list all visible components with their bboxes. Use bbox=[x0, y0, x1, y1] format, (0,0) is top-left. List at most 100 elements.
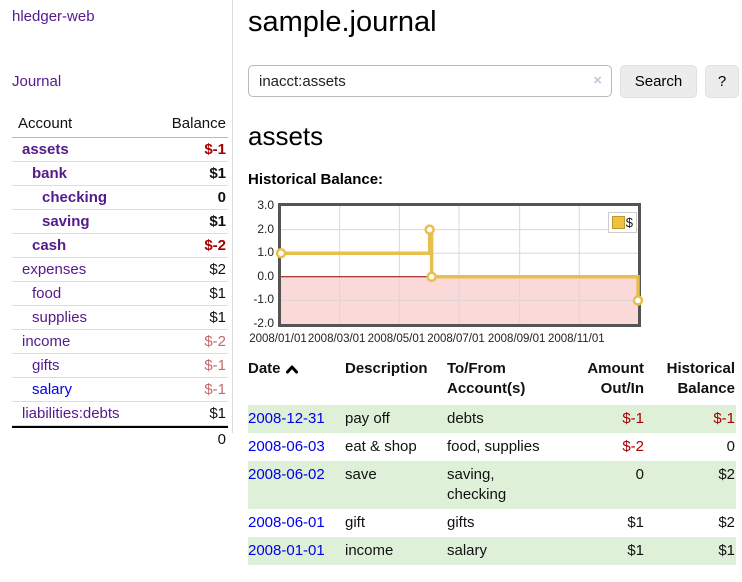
chart-plot-area: $ bbox=[275, 203, 644, 327]
account-row: cash $-2 bbox=[12, 234, 228, 258]
account-link[interactable]: supplies bbox=[32, 309, 88, 326]
transaction-date-link[interactable]: 2008-01-01 bbox=[248, 542, 325, 559]
account-link[interactable]: expenses bbox=[22, 261, 87, 278]
register-header-row: Date Description To/From Account(s) Amou… bbox=[248, 357, 736, 405]
chart-legend: $ bbox=[607, 212, 637, 233]
account-balance: $-2 bbox=[204, 237, 226, 254]
transaction-balance: $-1 bbox=[713, 410, 735, 427]
transaction-row: 2008-06-03 eat & shop food, supplies $-2 0 bbox=[248, 433, 736, 461]
legend-label: $ bbox=[625, 215, 633, 230]
transaction-balance: $1 bbox=[718, 542, 735, 559]
account-link[interactable]: salary bbox=[32, 381, 73, 398]
transaction-balance: $2 bbox=[718, 514, 735, 531]
sidebar: hledger-web Journal Account Balance asse… bbox=[0, 0, 233, 448]
account-balance: $1 bbox=[209, 309, 226, 326]
x-axis-tick-label: 2008/01/01 bbox=[249, 333, 307, 345]
register-column-description: Description bbox=[345, 360, 428, 377]
transaction-description: pay off bbox=[345, 410, 390, 427]
app-brand-link[interactable]: hledger-web bbox=[12, 8, 95, 25]
transaction-date-link[interactable]: 2008-12-31 bbox=[248, 410, 325, 427]
x-axis-tick-label: 2008/11/01 bbox=[547, 333, 605, 345]
account-row: expenses $2 bbox=[12, 258, 228, 282]
transaction-accounts: saving, checking bbox=[447, 466, 507, 503]
y-axis-tick-label: 0.0 bbox=[257, 268, 274, 283]
sidebar-nav: Journal bbox=[12, 73, 228, 91]
search-input[interactable] bbox=[248, 65, 612, 97]
account-row: bank $1 bbox=[12, 162, 228, 186]
y-axis-tick-label: -2.0 bbox=[253, 316, 274, 330]
transaction-accounts: food, supplies bbox=[447, 438, 540, 455]
accounts-column-balance: Balance bbox=[171, 115, 226, 132]
register-column-balance: Historical Balance bbox=[666, 360, 735, 397]
accounts-table-header: Account Balance bbox=[12, 112, 228, 138]
account-balance: $-1 bbox=[204, 357, 226, 374]
main-content: sample.journal × Search ? assets Histori… bbox=[233, 0, 742, 565]
transaction-description: gift bbox=[345, 514, 366, 531]
y-axis-tick-label: 1.0 bbox=[257, 245, 274, 260]
chevron-up-icon bbox=[285, 361, 298, 378]
search-bar: × Search ? bbox=[248, 65, 742, 98]
register-column-amount: Amount Out/In bbox=[587, 360, 644, 397]
transaction-description: income bbox=[345, 542, 394, 559]
account-balance: $2 bbox=[209, 261, 226, 278]
transaction-accounts: debts bbox=[447, 410, 484, 427]
transaction-amount: $-1 bbox=[622, 410, 644, 427]
search-field-wrap: × bbox=[248, 65, 612, 98]
y-axis-tick-label: -1.0 bbox=[253, 292, 274, 307]
register-column-accounts: To/From Account(s) bbox=[447, 360, 526, 397]
transaction-amount: $-2 bbox=[622, 438, 644, 455]
account-balance: $1 bbox=[209, 405, 226, 422]
transaction-row: 2008-01-01 income salary $1 $1 bbox=[248, 537, 736, 565]
account-link[interactable]: gifts bbox=[32, 357, 60, 374]
account-row: gifts $-1 bbox=[12, 354, 228, 378]
transaction-date-link[interactable]: 2008-06-03 bbox=[248, 438, 325, 455]
search-button[interactable]: Search bbox=[620, 65, 697, 98]
account-balance: $1 bbox=[209, 165, 226, 182]
help-button[interactable]: ? bbox=[705, 65, 739, 98]
transaction-balance: $2 bbox=[718, 466, 735, 483]
x-axis-tick-label: 2008/03/01 bbox=[307, 333, 366, 345]
account-link[interactable]: cash bbox=[32, 237, 67, 254]
page-title: sample.journal bbox=[248, 6, 437, 38]
sidebar-item-journal[interactable]: Journal bbox=[12, 73, 62, 90]
legend-swatch bbox=[611, 216, 625, 229]
account-balance: $1 bbox=[209, 213, 226, 230]
transaction-row: 2008-06-01 gift gifts $1 $2 bbox=[248, 509, 736, 537]
accounts-table: Account Balance assets $-1 bank $1 checking 0… bbox=[12, 112, 228, 451]
account-row: income $-2 bbox=[12, 330, 228, 354]
date-header-label: Date bbox=[248, 360, 281, 377]
x-axis-tick-label: 2008/05/01 bbox=[367, 333, 426, 345]
account-link[interactable]: bank bbox=[32, 165, 68, 182]
account-row: assets $-1 bbox=[12, 138, 228, 162]
transaction-date-link[interactable]: 2008-06-01 bbox=[248, 514, 325, 531]
transaction-accounts: gifts bbox=[447, 514, 475, 531]
account-link[interactable]: saving bbox=[42, 213, 90, 230]
account-link[interactable]: food bbox=[32, 285, 62, 302]
transaction-accounts: salary bbox=[447, 542, 488, 559]
account-heading: assets bbox=[248, 121, 324, 151]
account-balance: $-1 bbox=[204, 141, 226, 158]
clear-search-icon[interactable]: × bbox=[593, 72, 602, 89]
account-link[interactable]: income bbox=[22, 333, 71, 350]
chart-section-label: Historical Balance: bbox=[248, 171, 384, 188]
transaction-balance: 0 bbox=[726, 438, 735, 455]
transaction-date-link[interactable]: 2008-06-02 bbox=[248, 466, 325, 483]
transaction-amount: 0 bbox=[635, 466, 644, 483]
account-row: salary $-1 bbox=[12, 378, 228, 402]
account-link[interactable]: assets bbox=[22, 141, 69, 158]
account-row: checking 0 bbox=[12, 186, 228, 210]
accounts-total-row: 0 bbox=[12, 426, 228, 451]
account-balance: $1 bbox=[209, 285, 226, 302]
transaction-amount: $1 bbox=[627, 542, 644, 559]
account-balance: $-1 bbox=[204, 381, 226, 398]
accounts-total-value: 0 bbox=[217, 431, 226, 448]
register-column-date[interactable]: Date bbox=[248, 357, 345, 405]
account-link[interactable]: liabilities:debts bbox=[22, 405, 120, 422]
transaction-row: 2008-06-02 save saving, checking 0 $2 bbox=[248, 461, 736, 509]
accounts-rows: assets $-1 bank $1 checking 0 saving $1 cash $-2 e… bbox=[12, 138, 228, 426]
historical-balance-chart: $ 3.0 2.0 1.0 0.0 -1.0 -2.0 2008/01/01 2008/03/… bbox=[248, 199, 742, 351]
y-axis-tick-label: 2.0 bbox=[257, 221, 274, 236]
transaction-description: save bbox=[345, 466, 377, 483]
account-row: food $1 bbox=[12, 282, 228, 306]
account-link[interactable]: checking bbox=[42, 189, 108, 206]
